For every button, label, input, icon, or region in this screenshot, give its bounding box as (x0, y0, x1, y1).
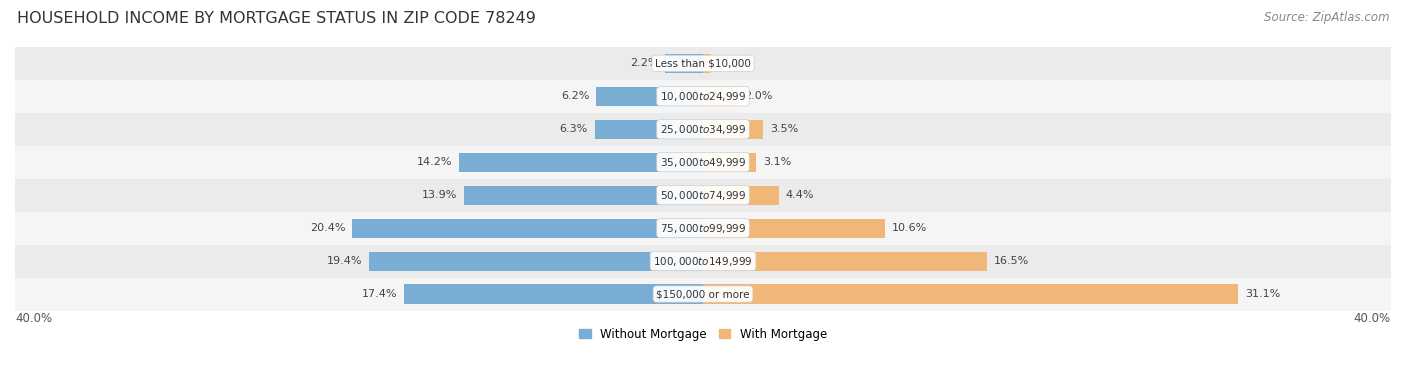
Text: 31.1%: 31.1% (1244, 289, 1279, 299)
Bar (595, 120, 703, 139)
Text: 3.5%: 3.5% (770, 124, 799, 134)
Bar (703, 54, 711, 73)
Bar (596, 87, 703, 106)
Text: $10,000 to $24,999: $10,000 to $24,999 (659, 90, 747, 103)
Text: 13.9%: 13.9% (422, 190, 457, 200)
Legend: Without Mortgage, With Mortgage: Without Mortgage, With Mortgage (579, 328, 827, 341)
Text: 3.1%: 3.1% (763, 157, 792, 167)
Text: 2.0%: 2.0% (744, 91, 773, 101)
Text: $75,000 to $99,999: $75,000 to $99,999 (659, 222, 747, 235)
Bar (703, 186, 779, 205)
Text: 16.5%: 16.5% (994, 256, 1029, 266)
Bar (404, 285, 703, 304)
Bar (15, 277, 1391, 310)
Bar (370, 251, 703, 271)
Bar (15, 179, 1391, 212)
Text: 6.3%: 6.3% (560, 124, 588, 134)
Bar (15, 146, 1391, 179)
Bar (15, 47, 1391, 80)
Text: 40.0%: 40.0% (1354, 312, 1391, 325)
Bar (15, 113, 1391, 146)
Text: 10.6%: 10.6% (893, 223, 928, 233)
Bar (703, 153, 756, 172)
Bar (15, 80, 1391, 113)
Text: $35,000 to $49,999: $35,000 to $49,999 (659, 156, 747, 169)
Text: $25,000 to $34,999: $25,000 to $34,999 (659, 123, 747, 136)
Bar (15, 212, 1391, 245)
Bar (703, 218, 886, 238)
Text: 17.4%: 17.4% (361, 289, 396, 299)
Bar (703, 120, 763, 139)
Text: 19.4%: 19.4% (328, 256, 363, 266)
Text: $150,000 or more: $150,000 or more (657, 289, 749, 299)
Text: $100,000 to $149,999: $100,000 to $149,999 (654, 255, 752, 268)
Text: 14.2%: 14.2% (416, 157, 451, 167)
Bar (703, 251, 987, 271)
Text: HOUSEHOLD INCOME BY MORTGAGE STATUS IN ZIP CODE 78249: HOUSEHOLD INCOME BY MORTGAGE STATUS IN Z… (17, 11, 536, 26)
Bar (458, 153, 703, 172)
Text: 4.4%: 4.4% (786, 190, 814, 200)
Text: 6.2%: 6.2% (561, 91, 589, 101)
Bar (464, 186, 703, 205)
Text: 2.2%: 2.2% (630, 58, 658, 68)
Text: 40.0%: 40.0% (15, 312, 52, 325)
Text: Less than $10,000: Less than $10,000 (655, 58, 751, 68)
Bar (703, 285, 1237, 304)
Text: 0.48%: 0.48% (718, 58, 754, 68)
Bar (352, 218, 703, 238)
Bar (703, 87, 737, 106)
Text: Source: ZipAtlas.com: Source: ZipAtlas.com (1264, 11, 1389, 24)
Text: 20.4%: 20.4% (309, 223, 346, 233)
Bar (665, 54, 703, 73)
Text: $50,000 to $74,999: $50,000 to $74,999 (659, 189, 747, 202)
Bar (15, 245, 1391, 277)
